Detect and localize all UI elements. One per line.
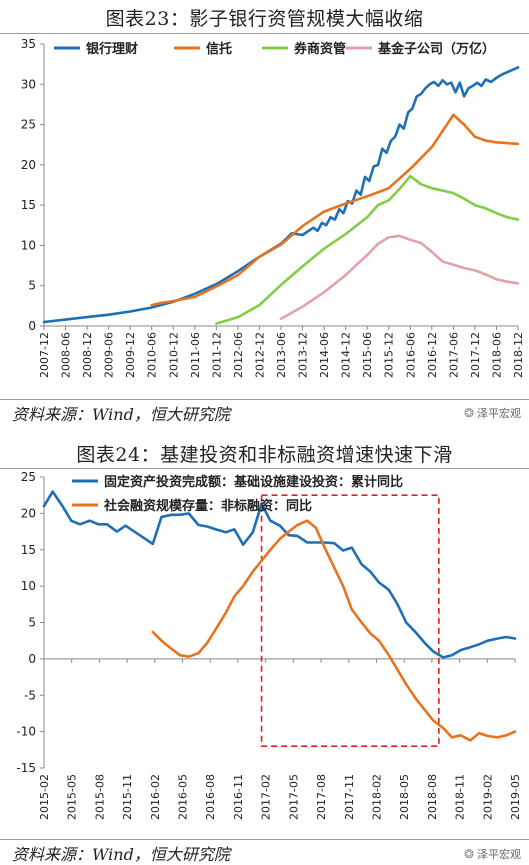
wechat-logo-icon: ❂ (463, 406, 474, 420)
x-tick-label: 2011-06 (189, 332, 202, 378)
y-tick-label: 35 (21, 37, 36, 51)
series-line-3 (215, 174, 520, 325)
x-tick-label: 2014-12 (340, 332, 353, 378)
y-tick-label: 15 (21, 543, 36, 557)
x-tick-label: 2017-02 (260, 774, 273, 820)
legend-label-2: 信托 (206, 41, 232, 57)
chart1-title-rule (0, 33, 529, 34)
x-tick-label: 2017-05 (287, 774, 300, 820)
x-tick-label: 2015-05 (66, 774, 79, 820)
x-tick-label: 2010-12 (167, 332, 180, 378)
y-tick-label: -15 (16, 761, 36, 775)
x-tick-label: 2017-12 (469, 332, 482, 378)
x-tick-label: 2009-12 (124, 332, 137, 378)
x-tick-label: 2015-02 (38, 774, 51, 820)
y-tick-label: 30 (21, 77, 36, 91)
x-tick-label: 2008-12 (81, 332, 94, 378)
legend-label-2: 社会融资规模存量：非标融资：同比 (103, 498, 312, 514)
watermark-text: 泽平宏观 (477, 848, 521, 861)
x-tick-label: 2017-08 (315, 774, 328, 820)
x-tick-label: 2017-06 (447, 332, 460, 378)
x-tick-label: 2010-06 (146, 332, 159, 378)
chart1-source: 资料来源：Wind，恒大研究院 (12, 405, 230, 424)
x-tick-label: 2016-06 (404, 332, 417, 378)
series-line-4 (279, 234, 520, 321)
y-tick-label: 20 (21, 506, 36, 520)
x-tick-label: 2019-02 (481, 774, 494, 820)
y-tick-label: 5 (28, 279, 36, 293)
x-tick-label: 2014-06 (318, 332, 331, 378)
chart2-plot: -15 -10 -5 0 5 10 15 20 25 2015-02 2015-05 2015-08 2… (16, 470, 522, 820)
x-tick-label: 2019-05 (509, 774, 522, 820)
series-line-2 (150, 113, 520, 307)
series-line-1 (42, 490, 517, 659)
x-tick-label: 2007-12 (38, 332, 51, 378)
x-tick-label: 2016-12 (426, 332, 439, 378)
x-tick-label: 2013-12 (297, 332, 310, 378)
x-tick-label: 2012-06 (232, 332, 245, 378)
y-tick-label: -10 (16, 725, 36, 739)
x-tick-label: 2015-12 (383, 332, 396, 378)
y-tick-label: 0 (28, 319, 36, 333)
x-tick-label: 2015-08 (93, 774, 106, 820)
x-tick-label: 2012-12 (253, 332, 266, 378)
x-tick-label: 2009-06 (103, 332, 116, 378)
x-tick-label: 2018-02 (370, 774, 383, 820)
x-tick-label: 2016-11 (232, 774, 245, 820)
y-tick-label: 0 (28, 652, 36, 666)
x-tick-label: 2013-06 (275, 332, 288, 378)
highlight-box (260, 494, 440, 747)
x-tick-label: 2018-05 (398, 774, 411, 820)
chart2-watermark: ❂ 泽平宏观 (464, 846, 521, 862)
legend-label-1: 固定资产投资完成额：基础设施建设投资：累计同比 (104, 474, 403, 490)
chart1-title: 图表23：影子银行资管规模大幅收缩 (105, 8, 424, 30)
chart2-source: 资料来源：Wind，恒大研究院 (12, 845, 230, 864)
y-tick-label: 10 (21, 238, 36, 252)
series-line-2 (151, 519, 517, 742)
y-tick-label: 5 (28, 616, 36, 630)
legend-label-3: 券商资管 (293, 41, 346, 57)
chart1-plot: 0 5 10 15 20 25 30 35 2007-12 2008-06 2008-12 2009-… (21, 37, 525, 378)
chart2-title-rule (0, 468, 529, 469)
y-tick-label: 10 (21, 579, 36, 593)
x-tick-label: 2008-06 (60, 332, 73, 378)
legend-label-4: 基金子公司（万亿） (377, 41, 495, 57)
x-tick-label: 2018-11 (454, 774, 467, 820)
y-tick-label: -5 (24, 688, 36, 702)
x-tick-label: 2011-12 (210, 332, 223, 378)
chart2-title: 图表24：基建投资和非标融资增速快速下滑 (76, 444, 453, 466)
chart1-source-rule (0, 399, 529, 400)
x-tick-label: 2018-08 (426, 774, 439, 820)
x-tick-label: 2017-11 (343, 774, 356, 820)
y-tick-label: 15 (21, 198, 36, 212)
y-tick-label: 25 (21, 470, 36, 484)
x-tick-label: 2016-08 (204, 774, 217, 820)
y-tick-label: 20 (21, 158, 36, 172)
x-tick-label: 2016-02 (149, 774, 162, 820)
y-tick-label: 25 (21, 118, 36, 132)
wechat-logo-icon: ❂ (463, 847, 474, 861)
x-tick-label: 2018-12 (512, 332, 525, 378)
watermark-text: 泽平宏观 (477, 407, 521, 420)
chart1-watermark: ❂ 泽平宏观 (464, 405, 521, 421)
chart2-source-rule (0, 839, 529, 840)
x-tick-label: 2018-06 (490, 332, 503, 378)
x-tick-label: 2015-11 (121, 774, 134, 820)
x-tick-label: 2016-05 (177, 774, 190, 820)
x-tick-label: 2015-06 (361, 332, 374, 378)
legend-label-1: 银行理财 (86, 41, 138, 57)
